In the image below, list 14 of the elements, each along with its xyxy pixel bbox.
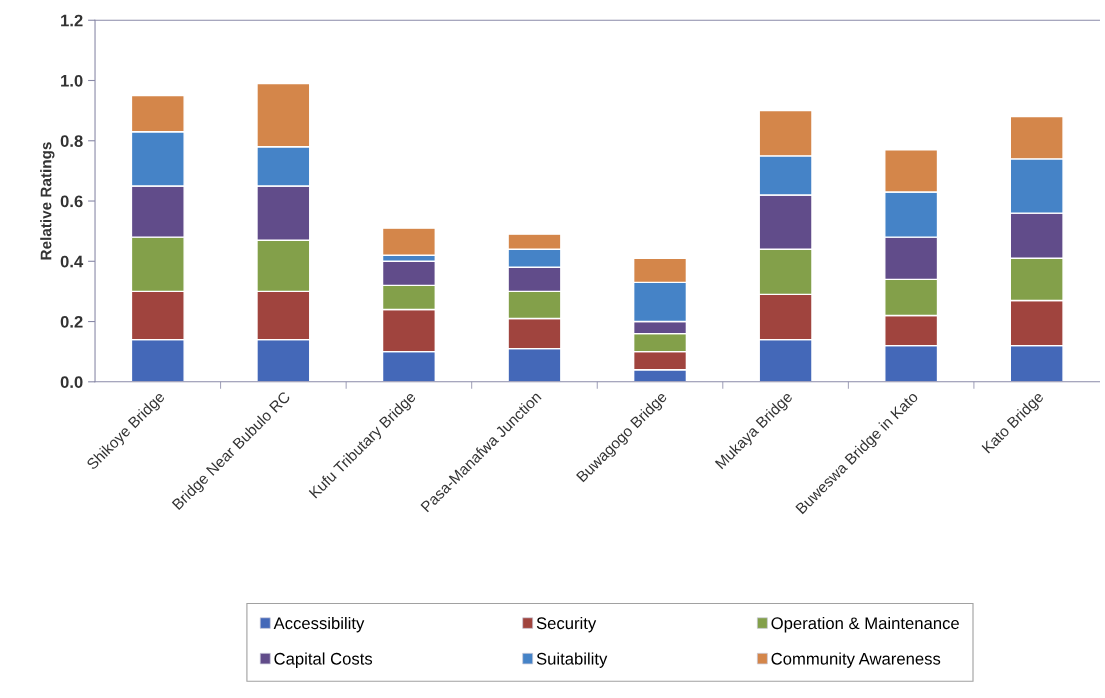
y-tick-label: 1.0	[61, 74, 83, 87]
y-tick-label: 0.6	[60, 195, 83, 208]
legend-label: Capital Costs	[274, 652, 373, 668]
legend-label: Operation & Maintenance	[771, 616, 959, 633]
y-tick-label: 1.2	[61, 14, 83, 27]
legend-label: Community Awareness	[771, 652, 941, 668]
legend-label: Accessibility	[273, 616, 365, 633]
y-tick-label: 0.2	[60, 315, 83, 328]
y-axis-title: Relative Ratings	[40, 142, 55, 260]
y-tick-label: 0.4	[60, 255, 84, 268]
y-tick-label: 0.0	[60, 376, 83, 389]
legend-label: Security	[536, 616, 597, 633]
legend-label: Suitability	[536, 652, 608, 668]
y-tick-label: 0.8	[60, 135, 83, 147]
